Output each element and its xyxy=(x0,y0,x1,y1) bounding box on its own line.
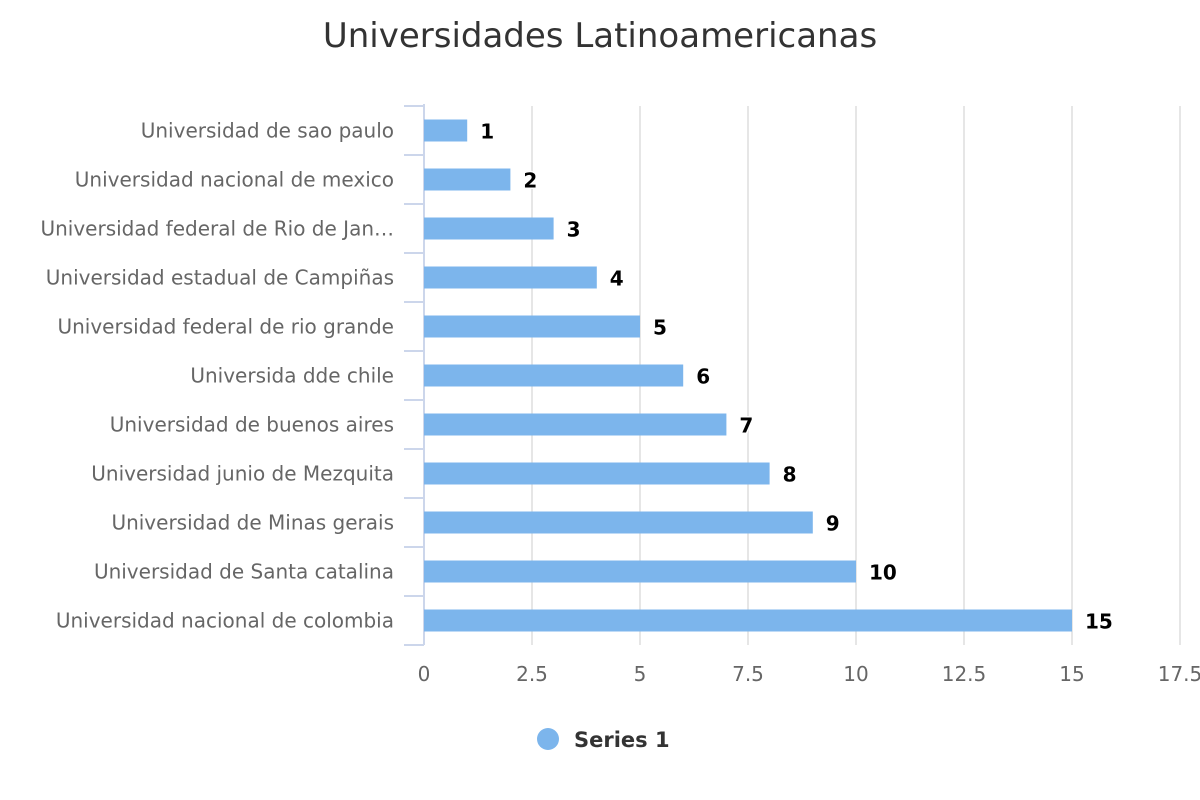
legend-label[interactable]: Series 1 xyxy=(574,728,670,752)
category-label: Universidad de Santa catalina xyxy=(94,560,394,584)
bar xyxy=(424,168,511,191)
x-tick-label: 7.5 xyxy=(732,662,764,686)
category-label: Universidad de Minas gerais xyxy=(111,511,394,535)
data-label: 3 xyxy=(567,218,581,242)
legend[interactable]: Series 1 xyxy=(537,728,670,752)
category-label: Universidad federal de Rio de Jan… xyxy=(40,217,394,241)
data-label: 2 xyxy=(523,169,537,193)
category-label: Universidad de sao paulo xyxy=(141,119,394,143)
bar xyxy=(424,119,468,142)
data-label: 15 xyxy=(1085,610,1113,634)
bar xyxy=(424,315,640,338)
data-label: 9 xyxy=(826,512,840,536)
bar xyxy=(424,413,727,436)
bar xyxy=(424,217,554,240)
category-label: Universidad nacional de mexico xyxy=(75,168,394,192)
category-label: Universidad nacional de colombia xyxy=(56,609,394,633)
data-label: 10 xyxy=(869,561,897,585)
bar xyxy=(424,462,770,485)
category-label: Universidad de buenos aires xyxy=(110,413,394,437)
data-label: 6 xyxy=(696,365,710,389)
bar-layer xyxy=(424,119,1072,632)
bar xyxy=(424,266,597,289)
x-tick-label: 0 xyxy=(418,662,431,686)
x-tick-label: 10 xyxy=(843,662,868,686)
x-tick-label: 17.5 xyxy=(1158,662,1200,686)
bar xyxy=(424,560,856,583)
x-tick-label: 5 xyxy=(634,662,647,686)
x-tick-label: 2.5 xyxy=(516,662,548,686)
x-tick-label: 12.5 xyxy=(942,662,987,686)
data-label: 4 xyxy=(610,267,624,291)
bar xyxy=(424,609,1072,632)
grid-layer xyxy=(404,104,1181,646)
bar xyxy=(424,511,813,534)
chart-title: Universidades Latinoamericanas xyxy=(323,16,877,56)
data-label: 7 xyxy=(739,414,753,438)
category-label: Universidad federal de rio grande xyxy=(57,315,394,339)
data-label: 1 xyxy=(480,120,494,144)
legend-symbol[interactable] xyxy=(537,728,559,750)
category-label: Universidad junio de Mezquita xyxy=(91,462,394,486)
category-label: Universidad estadual de Campiñas xyxy=(46,266,394,290)
data-label: 5 xyxy=(653,316,667,340)
x-tick-label: 15 xyxy=(1059,662,1084,686)
data-label: 8 xyxy=(783,463,797,487)
bar xyxy=(424,364,684,387)
category-label: Universida dde chile xyxy=(190,364,394,388)
